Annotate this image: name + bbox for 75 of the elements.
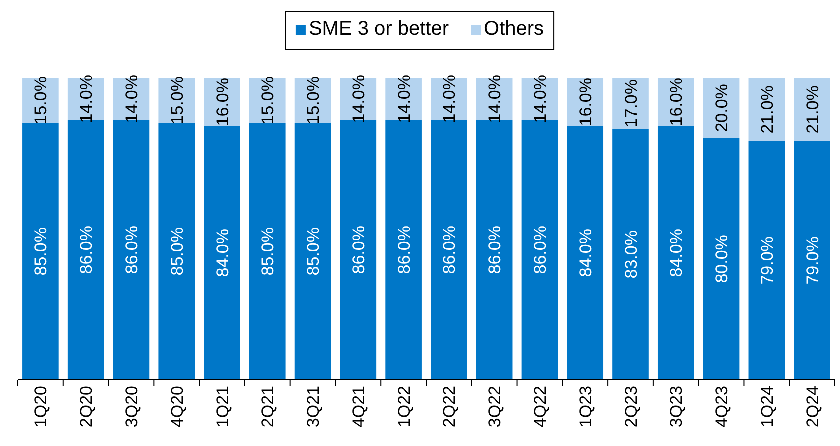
bar (386, 120, 422, 380)
bar (794, 141, 830, 380)
x-tick-label: 3Q21 (304, 386, 324, 428)
data-label: 14.0% (530, 75, 550, 124)
data-label: 85.0% (32, 228, 51, 276)
data-label: 86.0% (77, 226, 96, 274)
data-label: 86.0% (394, 226, 414, 274)
bar (249, 123, 286, 380)
data-label: 16.0% (213, 78, 232, 126)
data-label: 85.0% (168, 228, 187, 276)
data-label: 86.0% (122, 226, 142, 274)
x-tick-label: 2Q23 (622, 386, 641, 428)
x-tick-label: 1Q23 (576, 386, 596, 428)
bar (476, 120, 513, 380)
x-tick-label: 4Q23 (712, 386, 732, 428)
data-label: 86.0% (440, 226, 460, 274)
x-tick-label: 3Q20 (122, 386, 142, 428)
bar (794, 78, 830, 142)
bar (431, 120, 468, 380)
x-tick-label: 1Q24 (758, 386, 777, 428)
bar (748, 141, 786, 380)
data-label: 20.0% (712, 84, 732, 132)
data-label: 86.0% (486, 226, 505, 274)
x-tick-label: 4Q20 (168, 386, 187, 428)
data-label: 84.0% (213, 229, 232, 278)
bar (703, 138, 740, 380)
data-label: 79.0% (758, 236, 777, 285)
data-label: 80.0% (712, 235, 732, 284)
data-label: 16.0% (667, 78, 686, 126)
data-label: 16.0% (576, 78, 596, 126)
x-tick-label: 3Q23 (667, 386, 686, 428)
x-tick-label: 4Q21 (349, 386, 368, 428)
x-tick-label: 2Q21 (258, 386, 278, 428)
x-tick-label: 1Q20 (32, 386, 51, 428)
data-label: 85.0% (258, 228, 278, 276)
data-label: 14.0% (394, 75, 414, 124)
legend-label: SME 3 or better (308, 18, 450, 40)
x-tick-label: 3Q22 (486, 386, 505, 428)
legend-label: Others (484, 18, 544, 40)
data-label: 15.0% (168, 76, 187, 125)
x-tick-label: 2Q22 (440, 386, 460, 428)
bar (113, 120, 150, 380)
data-label: 15.0% (32, 76, 51, 125)
x-tick-label: 4Q22 (530, 386, 550, 428)
bar (658, 126, 694, 380)
data-label: 14.0% (349, 75, 368, 124)
bar (158, 123, 196, 380)
bar (340, 120, 377, 380)
bar (294, 123, 332, 380)
data-label: 14.0% (440, 75, 460, 124)
x-tick-label: 2Q24 (803, 386, 822, 428)
bar (22, 123, 59, 380)
data-label: 14.0% (122, 75, 142, 124)
x-tick-label: 1Q21 (213, 386, 232, 428)
data-label: 86.0% (530, 226, 550, 274)
data-label: 86.0% (349, 226, 368, 274)
data-label: 15.0% (304, 76, 324, 125)
data-label: 21.0% (803, 86, 822, 134)
data-label: 14.0% (77, 75, 96, 124)
bar (204, 126, 240, 380)
data-label: 15.0% (258, 76, 278, 125)
data-label: 84.0% (667, 229, 686, 278)
x-tick-label: 2Q20 (77, 386, 96, 428)
data-label: 84.0% (576, 229, 596, 278)
x-tick-label: 1Q22 (394, 386, 414, 428)
data-label: 83.0% (622, 230, 641, 279)
bar (612, 129, 649, 380)
data-label: 14.0% (486, 75, 505, 124)
data-label: 21.0% (758, 86, 777, 134)
data-label: 85.0% (304, 228, 324, 276)
bar (567, 126, 604, 380)
bar (68, 120, 104, 380)
bar (522, 120, 558, 380)
data-label: 17.0% (622, 80, 641, 128)
data-label: 79.0% (803, 236, 822, 285)
